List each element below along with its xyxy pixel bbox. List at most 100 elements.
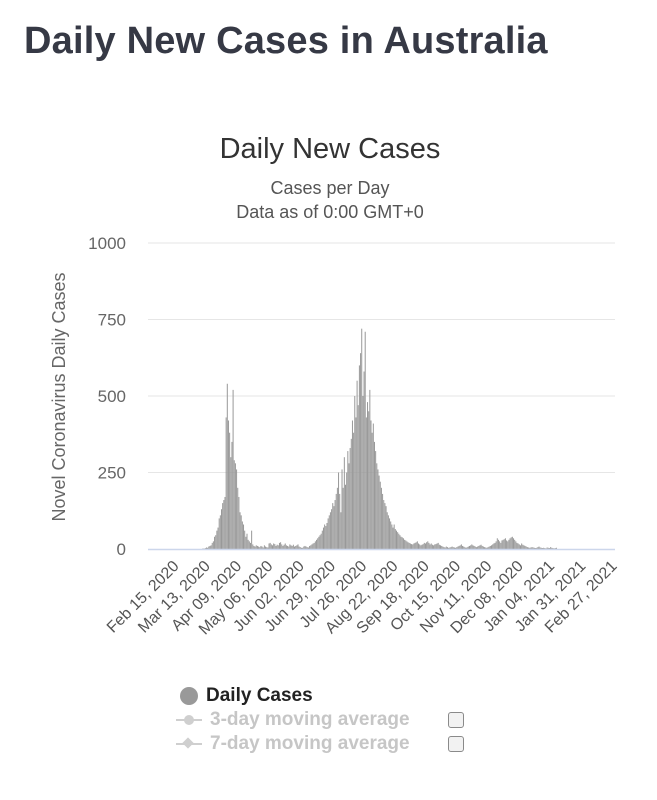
bar [474,546,476,549]
bar [519,545,521,549]
bar [434,544,436,549]
bar [302,547,304,549]
bar [349,448,351,549]
bar [380,487,382,549]
bar [402,538,404,549]
bar [342,487,344,549]
bar [384,503,386,549]
bar [346,472,348,549]
bar [328,515,330,549]
bar [514,539,516,549]
bar [501,540,503,549]
bar [521,543,523,549]
bar [536,547,538,549]
bar [339,493,341,549]
legend-item-3-day-average[interactable]: 3-day moving average [176,708,496,732]
bar [312,543,314,549]
bar [426,542,428,549]
bar [538,546,540,549]
line-circle-marker-icon [176,713,202,727]
bar [311,544,313,549]
bar [341,469,343,549]
7-day-average-checkbox[interactable] [448,736,464,752]
bar [324,524,326,549]
bar [524,545,526,549]
bar [444,547,446,549]
bar [340,512,342,549]
bar [221,509,223,549]
bar [205,547,207,549]
bar-series-daily-cases [202,328,557,549]
bar [430,543,432,549]
bar [265,546,267,549]
gridlines [148,242,615,473]
bar [458,545,460,549]
bar [414,542,416,549]
chart-subtitle-line-1: Cases per Day [270,178,389,198]
bar [436,543,438,549]
bar [236,469,238,549]
bar [376,463,378,549]
bar [435,544,437,549]
bar [240,515,242,549]
bar [357,405,359,549]
bar [263,545,265,549]
bar [298,546,300,549]
bar [412,544,414,549]
bar [443,547,445,549]
bar [224,496,226,549]
bar [291,545,293,549]
bar [508,539,510,549]
bar [542,548,544,549]
bar [334,500,336,549]
bar [215,535,217,549]
bar [212,541,214,549]
bar [546,547,548,549]
bar [385,506,387,549]
bar [378,475,380,549]
bar [504,538,506,549]
y-axis-ticks: 0 250 500 750 1000 [88,234,126,559]
3-day-average-checkbox[interactable] [448,712,464,728]
bar [495,541,497,549]
bar [211,542,213,549]
y-tick-label: 500 [98,387,126,406]
bar [364,331,366,549]
bar [225,417,227,549]
bar [500,542,502,549]
bar [207,547,209,549]
bar [506,540,508,549]
bar [238,496,240,549]
bar [259,547,261,549]
legend-label-daily-cases: Daily Cases [206,685,313,706]
bar [532,547,534,549]
bar [331,509,333,549]
bar [404,539,406,549]
bar [457,546,459,549]
bar [282,545,284,549]
bar [511,536,513,549]
bar [365,417,367,549]
y-tick-label: 750 [98,311,126,330]
bar [306,547,308,549]
bar [395,530,397,549]
legend-item-daily-cases[interactable]: Daily Cases [176,684,496,708]
bar [427,541,429,549]
bar [399,535,401,549]
bar [338,472,340,549]
bar [470,545,472,549]
bar [234,463,236,549]
bar [529,547,531,549]
bar [370,420,372,549]
bar [487,547,489,549]
bar [492,544,494,549]
bar [277,545,279,549]
bar [437,542,439,549]
bar [296,545,298,549]
bar [468,545,470,549]
bar [347,451,349,549]
bar [484,547,486,549]
legend-item-7-day-average[interactable]: 7-day moving average [176,732,496,756]
bar [421,544,423,549]
bar [372,423,374,549]
